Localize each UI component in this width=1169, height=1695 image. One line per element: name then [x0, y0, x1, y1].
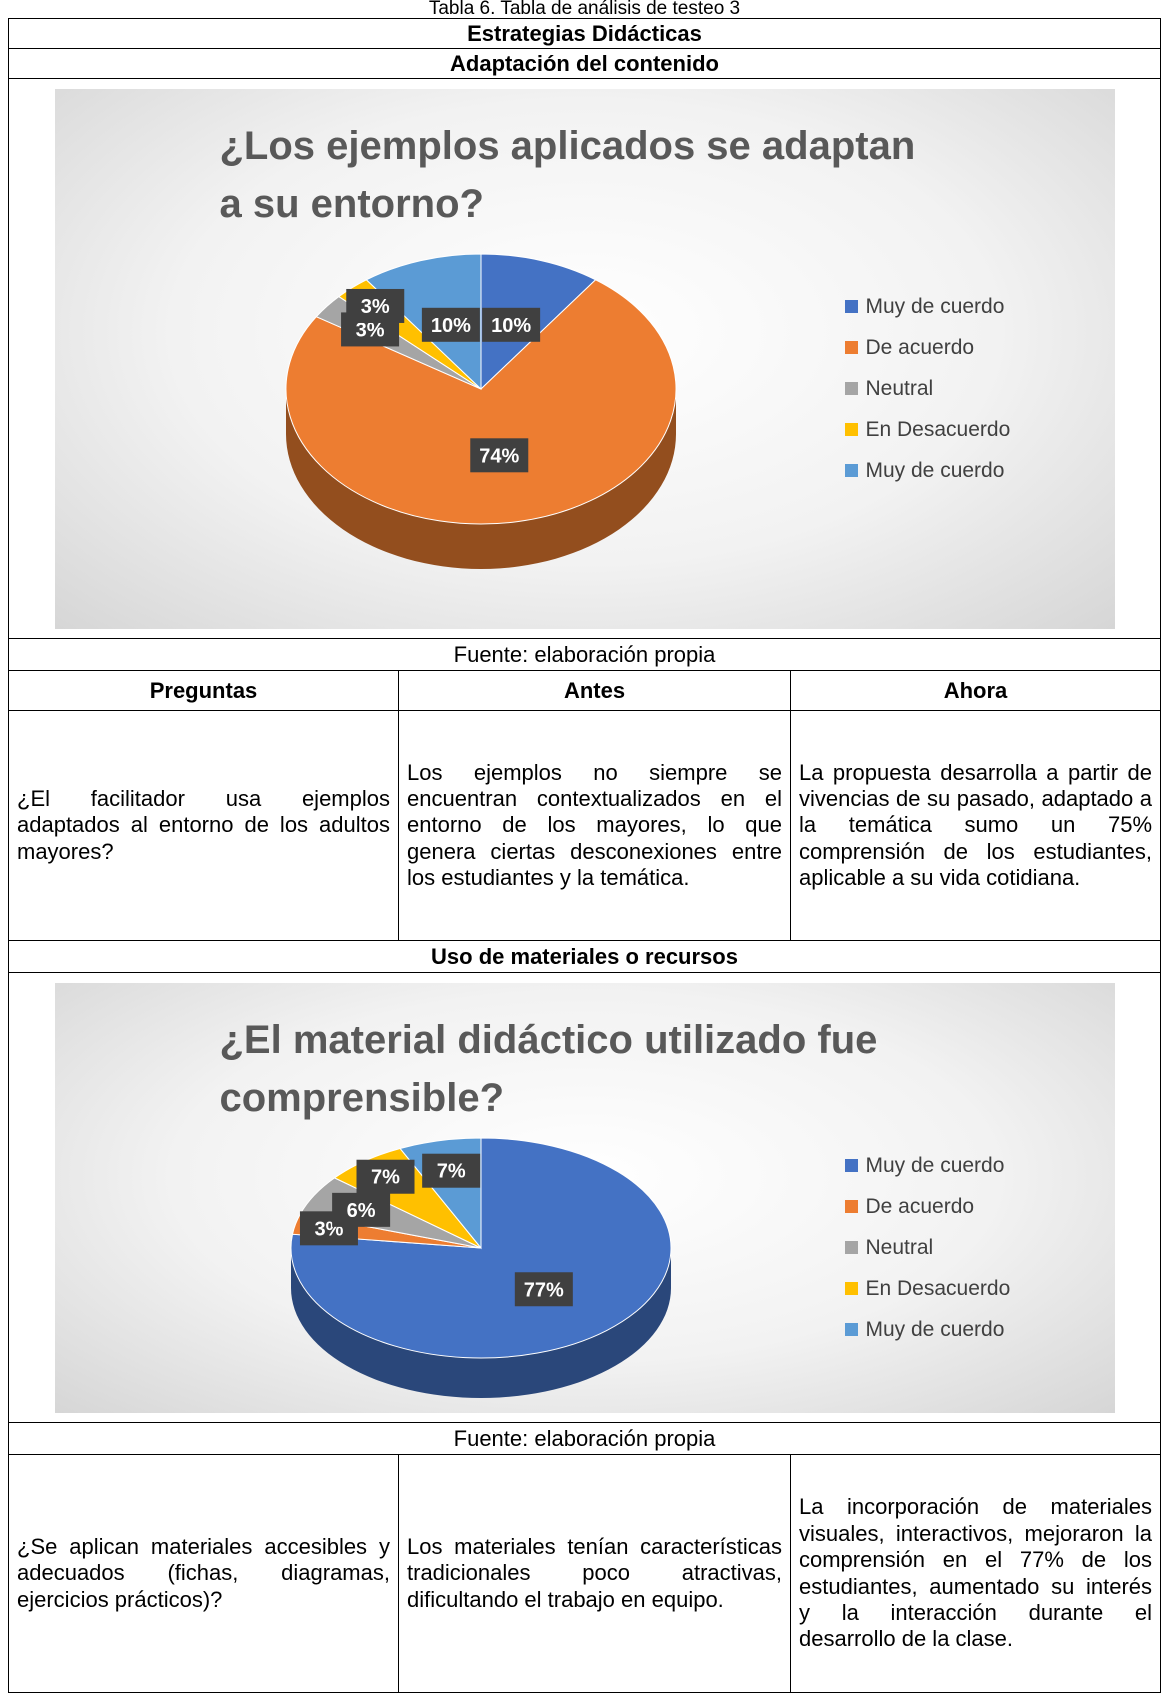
legend-entry: Muy de cuerdo — [844, 1309, 1055, 1350]
legend-entry: Muy de cuerdo — [844, 450, 1055, 491]
pie-chart: 77%3%6%7% 7% — [290, 1136, 671, 1398]
data-label: 7% — [371, 1166, 400, 1188]
chart: ¿Los ejemplos aplicados se adaptan a su … — [54, 88, 1115, 629]
data-label-box — [514, 1271, 573, 1306]
legend-swatch — [844, 1200, 858, 1213]
source: Fuente: elaboración propia — [7, 638, 1162, 671]
pie-slice — [285, 278, 676, 524]
data-label: 74% — [479, 445, 519, 467]
column-header: Antes — [398, 670, 791, 711]
legend-swatch — [844, 423, 858, 436]
legend-label: De acuerdo — [865, 335, 975, 359]
section-title: Adaptación del contenido — [7, 48, 1162, 79]
legend-entry: En Desacuerdo — [844, 409, 1055, 450]
legend-label: Neutral — [865, 1235, 934, 1259]
chart-cell: ¿Los ejemplos aplicados se adaptan a su … — [7, 78, 1162, 639]
legend-swatch — [844, 1323, 858, 1336]
legend-entry: De acuerdo — [844, 327, 1055, 368]
legend-label: Muy de cuerdo — [865, 458, 1005, 482]
data-label-box — [421, 1153, 480, 1188]
legend-entry: En Desacuerdo — [844, 1268, 1055, 1309]
cell: La propuesta desarrolla a partir de vive… — [789, 710, 1162, 941]
column-header: Preguntas — [8, 670, 399, 711]
chart-title: ¿Los ejemplos aplicados se adaptan a su … — [219, 123, 916, 226]
section-title: Uso de materiales o recursos — [7, 940, 1162, 973]
data-label: 6% — [346, 1199, 375, 1221]
data-label-box — [356, 1159, 415, 1194]
chart: ¿El material didáctico utilizado fue com… — [54, 982, 1115, 1413]
legend: Muy de cuerdo De acuerdo Neutral En Desacue… — [844, 1145, 1055, 1350]
legend-label: En Desacuerdo — [865, 1276, 1011, 1300]
legend-swatch — [844, 1241, 858, 1254]
legend-label: En Desacuerdo — [865, 417, 1011, 441]
legend-label: Muy de cuerdo — [865, 294, 1005, 318]
legend-label: Neutral — [865, 376, 934, 400]
data-label: 3% — [355, 319, 384, 341]
table-heading: Estrategias Didácticas — [7, 18, 1162, 49]
pie-slice-side — [285, 388, 676, 569]
cell: ¿El facilitador usa ejemplos adaptados a… — [8, 710, 399, 941]
legend-swatch — [844, 1282, 858, 1295]
analysis-table: Estrategias Didácticas Adaptación del co… — [7, 18, 1162, 1693]
chart-title: ¿El material didáctico utilizado fue com… — [219, 1017, 878, 1120]
legend-swatch — [844, 1159, 858, 1172]
column-header: Ahora — [789, 670, 1162, 711]
legend-entry: De acuerdo — [844, 1186, 1055, 1227]
legend-entry: Neutral — [844, 368, 1055, 409]
legend-label: De acuerdo — [865, 1194, 975, 1218]
legend-entry: Muy de cuerdo — [844, 286, 1055, 327]
legend-entry: Muy de cuerdo — [844, 1145, 1055, 1186]
pie-slice — [290, 1136, 671, 1358]
legend-swatch — [844, 382, 858, 395]
legend-swatch — [844, 464, 858, 477]
data-label: 10% — [491, 314, 531, 336]
pie-chart: 10% 74% 3%3% 10% — [285, 252, 676, 569]
cell: ¿Se aplican materiales accesibles y adec… — [8, 1454, 399, 1693]
data-label-box — [421, 307, 480, 342]
legend-swatch — [844, 300, 858, 313]
legend: Muy de cuerdo De acuerdo Neutral En Desacue… — [844, 286, 1055, 491]
data-label-box — [345, 288, 404, 323]
chart-cell: ¿El material didáctico utilizado fue com… — [7, 972, 1162, 1423]
pie-slice-side — [290, 1247, 671, 1398]
data-label: 3% — [360, 295, 389, 317]
data-label-box — [469, 437, 528, 472]
legend-swatch — [844, 341, 858, 354]
data-label: 7% — [436, 1160, 465, 1182]
legend-label: Muy de cuerdo — [865, 1317, 1005, 1341]
table-caption: Tabla 6. Tabla de análisis de testeo 3 — [428, 0, 741, 18]
data-label: 10% — [430, 314, 470, 336]
data-label-box — [481, 307, 540, 342]
cell: La incorporación de materiales visuales,… — [789, 1454, 1162, 1693]
legend-entry: Neutral — [844, 1227, 1055, 1268]
data-label: 77% — [523, 1279, 563, 1301]
cell: Los ejemplos no siempre se encuentran co… — [398, 710, 791, 941]
legend-label: Muy de cuerdo — [865, 1153, 1005, 1177]
data-label-box — [331, 1192, 390, 1227]
source: Fuente: elaboración propia — [7, 1422, 1162, 1455]
cell: Los materiales tenían características tr… — [398, 1454, 791, 1693]
